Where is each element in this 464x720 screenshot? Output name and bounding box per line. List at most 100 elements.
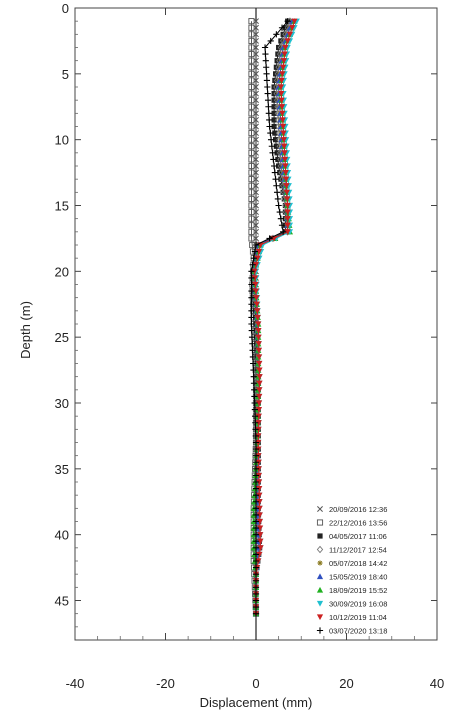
data-point [273,182,280,189]
data-point [281,150,288,156]
data-point [248,136,255,143]
data-point [256,485,263,492]
data-point [263,77,271,84]
data-point [248,327,255,334]
data-point [264,83,271,91]
data-point [280,64,287,71]
data-point [248,77,255,84]
data-point [251,413,259,420]
data-point [252,557,260,565]
data-point [282,44,289,51]
y-tick-label: 0 [62,1,69,16]
data-point [256,387,263,393]
y-tick-label: 45 [55,594,69,609]
data-point [255,413,262,420]
legend-item: 10/12/2019 11:04 [316,613,387,622]
data-point [268,143,275,150]
data-point [254,255,261,262]
data-point [316,573,324,580]
data-point [248,334,256,341]
data-point [281,51,288,58]
data-point [254,308,261,314]
data-point [266,116,273,124]
data-point [252,603,260,611]
data-point [284,229,291,235]
data-point [271,117,277,123]
x-tick-label: 20 [339,676,353,691]
data-point [252,590,260,598]
data-point [248,97,255,104]
data-point [248,268,255,275]
data-point [278,24,286,31]
data-point [253,295,260,301]
data-point [257,532,264,538]
data-point [261,44,269,51]
legend-label: 11/12/2017 12:54 [329,546,387,555]
legend-label: 18/09/2019 15:52 [329,586,387,595]
legend-item: 22/12/2016 13:56 [316,519,387,528]
data-point [249,347,256,354]
data-point [252,492,260,499]
data-point [316,627,324,634]
data-point [256,492,263,499]
data-point [317,560,323,566]
data-point [248,228,255,235]
y-tick-label: 20 [55,264,69,279]
data-point [283,176,290,183]
data-point [316,586,324,593]
data-point [264,97,272,104]
data-point [248,281,255,288]
data-point [253,262,260,268]
data-point [256,551,263,558]
data-point [316,545,324,554]
legend: 20/09/2016 12:36 22/12/2016 13:56 04/05/20… [316,505,387,636]
y-tick-label: 5 [62,67,69,82]
data-point [252,564,260,571]
data-point [252,544,260,551]
data-point [254,314,261,321]
data-point [249,261,256,268]
legend-label: 04/05/2017 11:06 [329,532,387,541]
data-point [249,340,256,347]
data-point [252,518,260,525]
y-tick-label: 15 [55,199,69,214]
data-point [284,196,291,203]
data-point [277,215,284,222]
data-point [256,374,263,380]
data-point [284,216,291,222]
data-point [248,44,255,51]
series-layer [248,17,300,618]
data-point [255,341,262,347]
data-point [255,400,263,407]
data-point [282,163,289,170]
x-tick-label: 0 [252,676,259,691]
data-point [248,18,255,25]
data-point [252,419,259,426]
x-tick-label: -20 [156,676,175,691]
data-point [280,137,288,143]
data-point [248,182,255,189]
legend-label: 05/07/2018 14:42 [329,559,387,568]
data-point [284,202,291,209]
data-point [250,366,257,374]
data-point [278,222,286,229]
data-point [271,169,278,176]
data-point [252,597,260,604]
data-point [256,512,263,519]
data-point [248,103,255,110]
data-point [248,287,255,295]
data-point [256,360,263,367]
data-point [248,294,255,301]
data-point [270,156,277,163]
data-point [273,143,279,149]
data-point [252,465,260,472]
data-point [255,321,262,328]
data-point [257,538,264,545]
legend-item: 11/12/2017 12:54 [316,545,387,555]
data-point [248,202,255,209]
data-point [263,64,270,71]
data-point [284,222,291,229]
data-point [248,195,255,202]
data-point [256,518,264,525]
